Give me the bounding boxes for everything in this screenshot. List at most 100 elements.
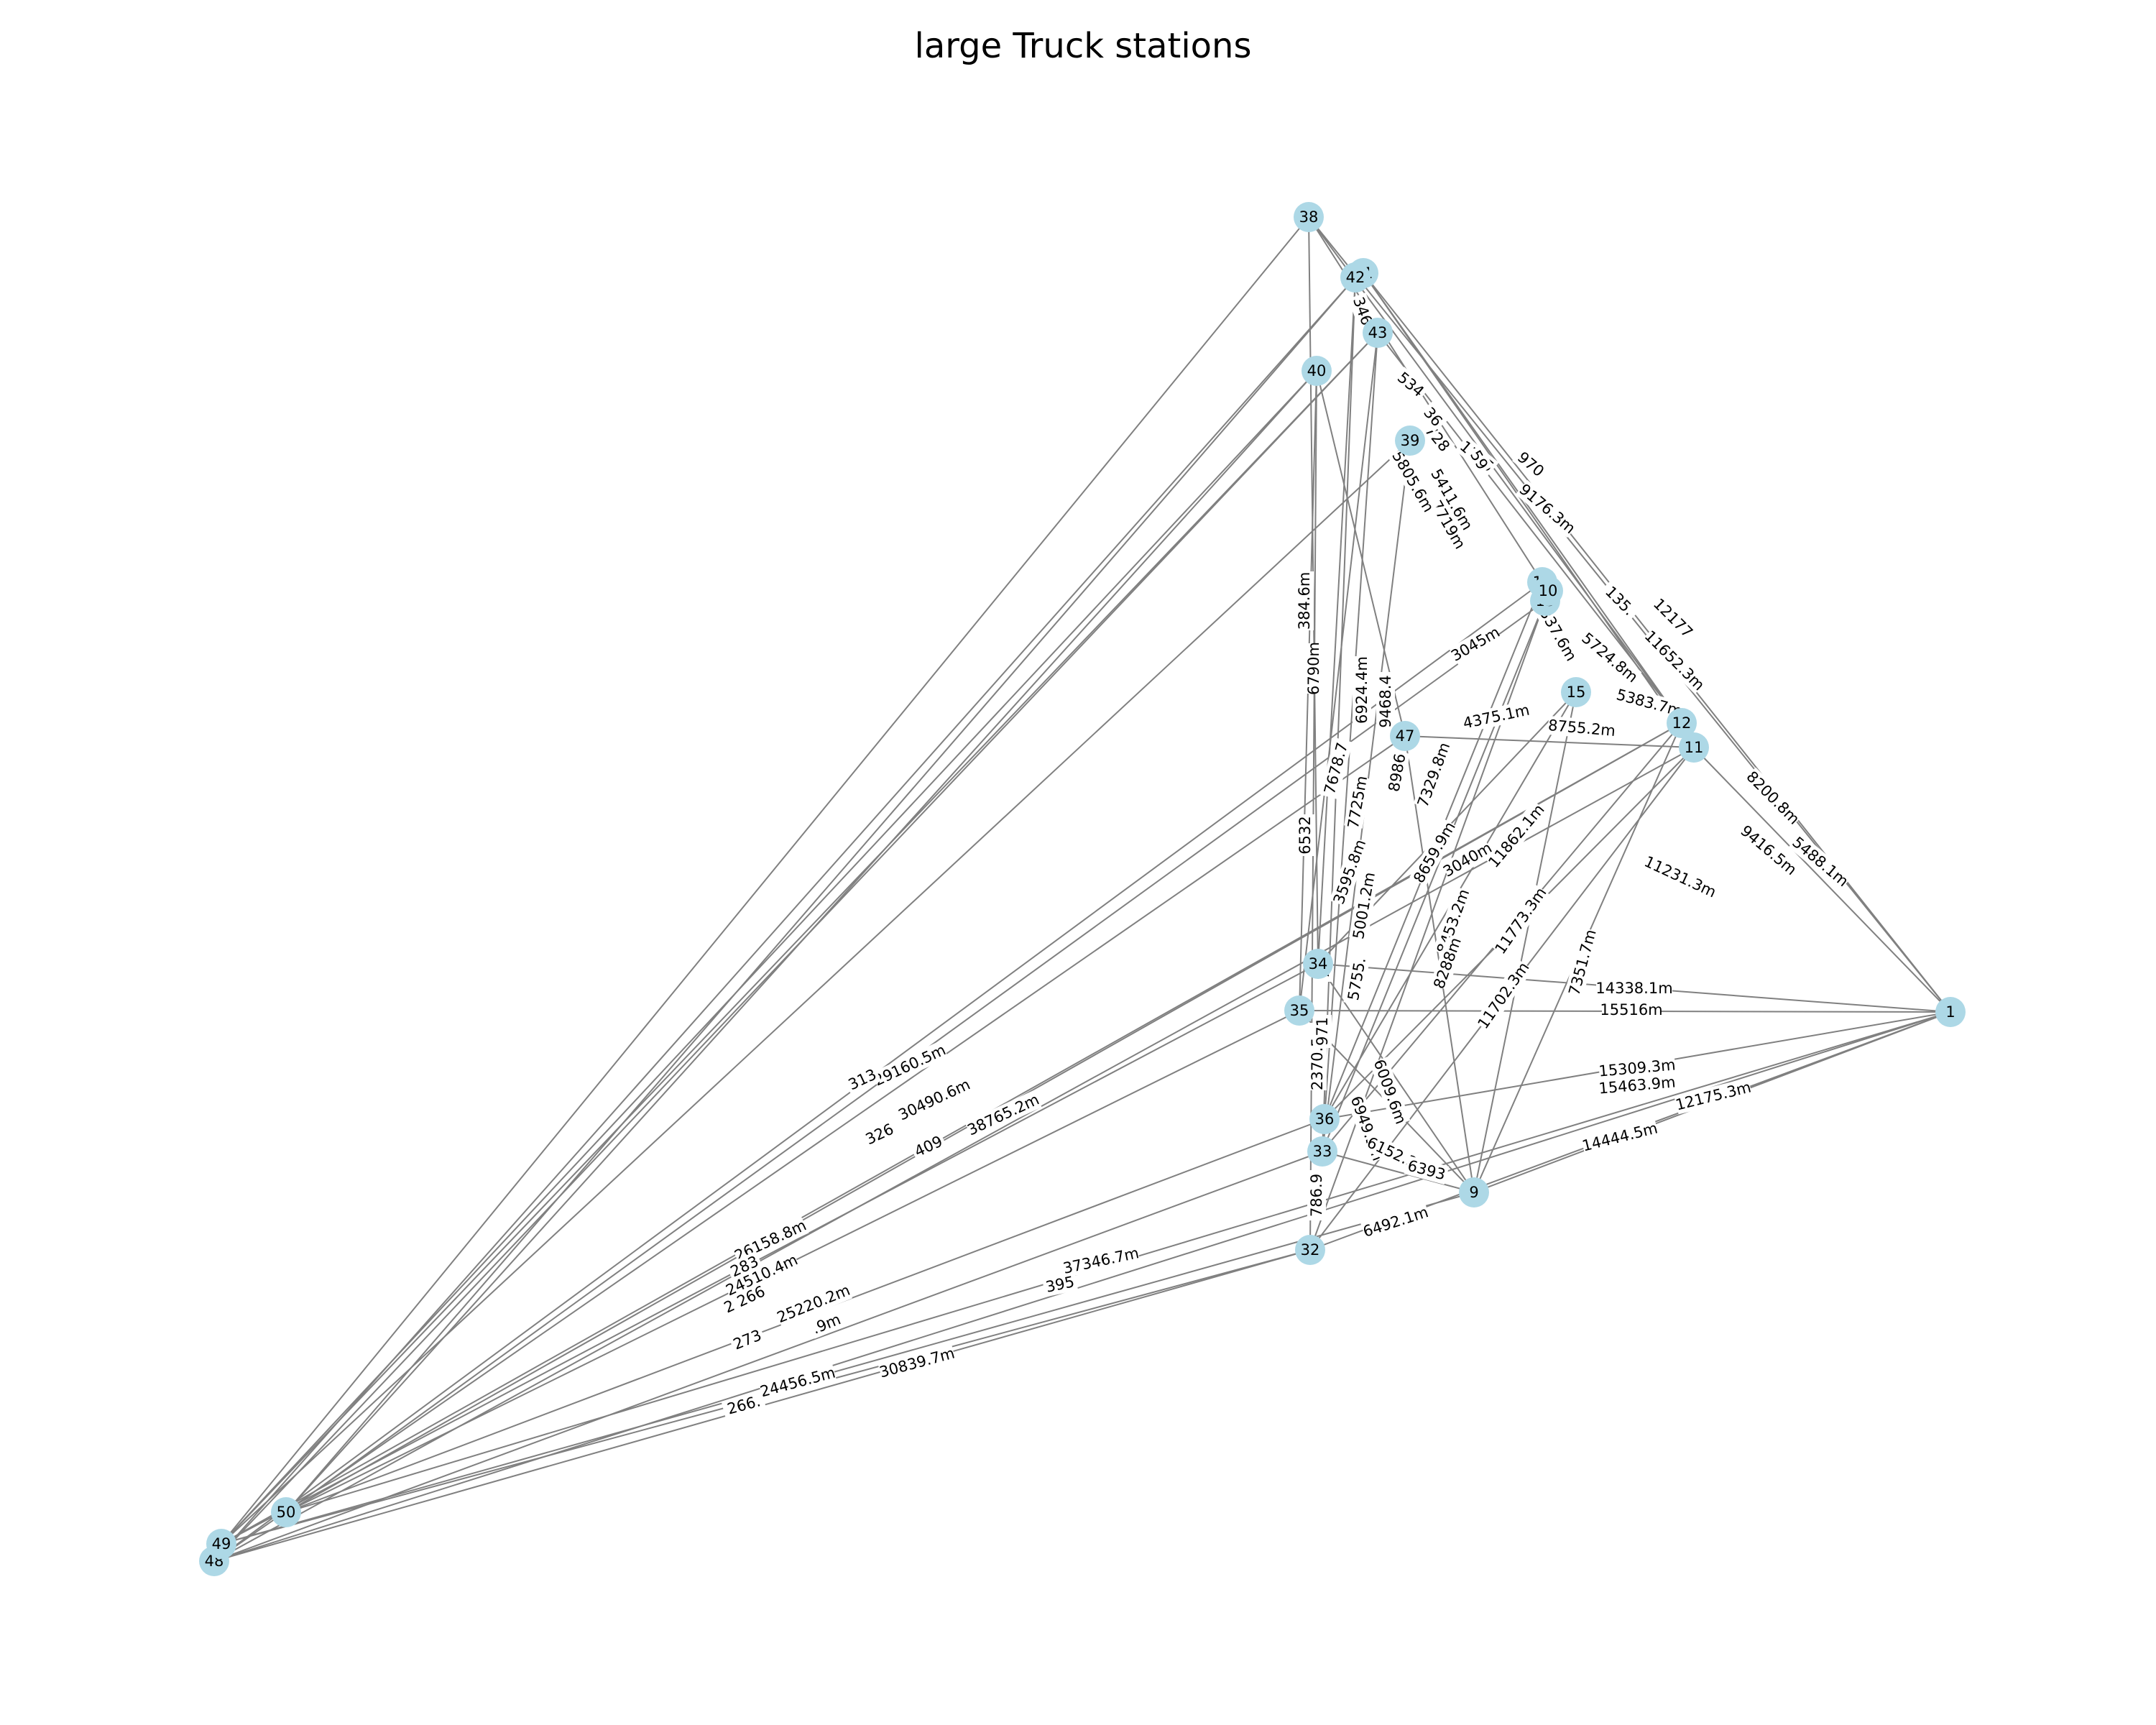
edge-label-text: 6532: [1296, 816, 1314, 854]
edge-label-background: [758, 1363, 837, 1402]
edge-label-background: [1441, 839, 1494, 880]
edge-label-background: [725, 1251, 764, 1282]
edge-label-background: [1736, 821, 1801, 880]
edge-32-40: [1309, 370, 1317, 1251]
edge-label: 6924.4m: [1353, 656, 1371, 724]
node-label: 34: [1309, 955, 1328, 972]
node-12: 12: [1667, 708, 1697, 738]
edge-42-34: [1317, 277, 1356, 965]
edge-label-background: [843, 1064, 882, 1095]
graph-title: large Truck stations: [915, 26, 1252, 66]
edge-9-15: [1473, 691, 1577, 1193]
edge-label-background: [1413, 740, 1455, 810]
edge-label-background: [1577, 628, 1642, 687]
edge-47-48: [213, 735, 1406, 1562]
edge-38-49: [221, 216, 1309, 1545]
edge-label-background: [1491, 884, 1551, 957]
edge-label-text: 6924.4m: [1353, 656, 1370, 724]
edge-label-background: [1376, 672, 1395, 731]
edge-label-background: [728, 1325, 767, 1355]
edge-label-text: 9468.4: [1377, 675, 1394, 727]
node-label: 50: [277, 1504, 296, 1521]
node-47: 47: [1390, 721, 1420, 751]
edge-label-background: [1535, 604, 1581, 666]
nodes-layer: 1911121314151032333435363839404142434748…: [199, 202, 1966, 1576]
node-label: 36: [1315, 1110, 1335, 1128]
edge-49-43: [221, 332, 1378, 1545]
node-32: 32: [1295, 1235, 1325, 1265]
edge-label-background: [1419, 420, 1455, 457]
edge-label-background: [1349, 870, 1379, 941]
edge-label-background: [1432, 886, 1474, 957]
edge-label-background: [1465, 444, 1493, 476]
edge-label-background: [1304, 643, 1323, 694]
node-circle: [1295, 1235, 1325, 1265]
edges-layer: [213, 216, 1951, 1562]
edge-label-background: [1674, 1077, 1753, 1115]
edge-label-background: [732, 1215, 809, 1266]
edge-9-49: [221, 1192, 1475, 1545]
node-label: 35: [1290, 1002, 1309, 1019]
node-35: 35: [1284, 995, 1314, 1026]
edge-label-background: [871, 1040, 949, 1090]
edge-label-background: [1296, 814, 1314, 856]
edge-label-text: 786.9: [1308, 1174, 1325, 1217]
edge-label-background: [1598, 579, 1641, 622]
edge-label-background: [860, 1118, 899, 1150]
edge-label-background: [1061, 1243, 1141, 1278]
node-38: 38: [1294, 202, 1324, 232]
edge-label-background: [1307, 1170, 1326, 1220]
node-circle: [271, 1497, 301, 1527]
edge-label-background: [1384, 750, 1410, 795]
node-circle: [1363, 318, 1393, 348]
edge-label-background: [774, 1281, 853, 1327]
edge-label-background: [1565, 927, 1600, 998]
edge-label-background: [1369, 1057, 1411, 1127]
edge-label: 6790m: [1304, 642, 1323, 695]
edge-label-background: [1596, 979, 1672, 998]
edge-label-background: [1449, 623, 1502, 665]
edge-label-background: [1343, 952, 1370, 1006]
edge-50-40: [285, 370, 1317, 1513]
edge-label-background: [1473, 959, 1534, 1032]
edge-label: 6532: [1296, 814, 1314, 856]
edge-label-background: [1041, 1271, 1079, 1297]
node-label: 9: [1469, 1184, 1478, 1201]
edge-label-background: [807, 1309, 846, 1339]
node-15: 15: [1561, 677, 1591, 707]
edge-47-11: [1404, 735, 1695, 748]
edge-label-background: [1388, 447, 1438, 516]
edge-label-background: [1602, 1000, 1661, 1019]
edge-label: 8755.2m: [1547, 715, 1616, 741]
node-label: 12: [1672, 714, 1692, 732]
edge-label-background: [1641, 852, 1719, 902]
edge-label: 14338.1m: [1595, 979, 1673, 998]
edge-label: 786.9: [1307, 1170, 1326, 1220]
node-10: 10: [1533, 576, 1563, 606]
node-circle: [1307, 1136, 1337, 1167]
edge-label-background: [1427, 498, 1469, 551]
edge-label-background: [1598, 1072, 1676, 1098]
node-circle: [1303, 949, 1333, 979]
edge-label-background: [1512, 446, 1549, 482]
edge-label-background: [1409, 818, 1460, 887]
node-40: 40: [1302, 356, 1332, 386]
edge-label: 971: [1313, 1015, 1332, 1048]
node-50: 50: [271, 1497, 301, 1527]
edge-label-background: [1788, 832, 1853, 891]
edge-label-background: [1515, 479, 1580, 538]
node-43: 43: [1363, 318, 1393, 348]
edge-38-12: [1308, 216, 1682, 724]
node-label: 47: [1396, 727, 1415, 745]
node-circle: [1561, 677, 1591, 707]
node-1: 1: [1935, 997, 1966, 1027]
edge-35-43: [1299, 332, 1378, 1011]
edge-11-1: [1693, 747, 1951, 1013]
edge-label-text: 6790m: [1305, 642, 1322, 695]
edge-label-background: [1484, 801, 1549, 871]
node-label: 42: [1346, 269, 1365, 286]
node-label: 38: [1299, 208, 1319, 226]
edge-label: 9468.4: [1376, 672, 1395, 731]
node-circle: [206, 1529, 236, 1559]
